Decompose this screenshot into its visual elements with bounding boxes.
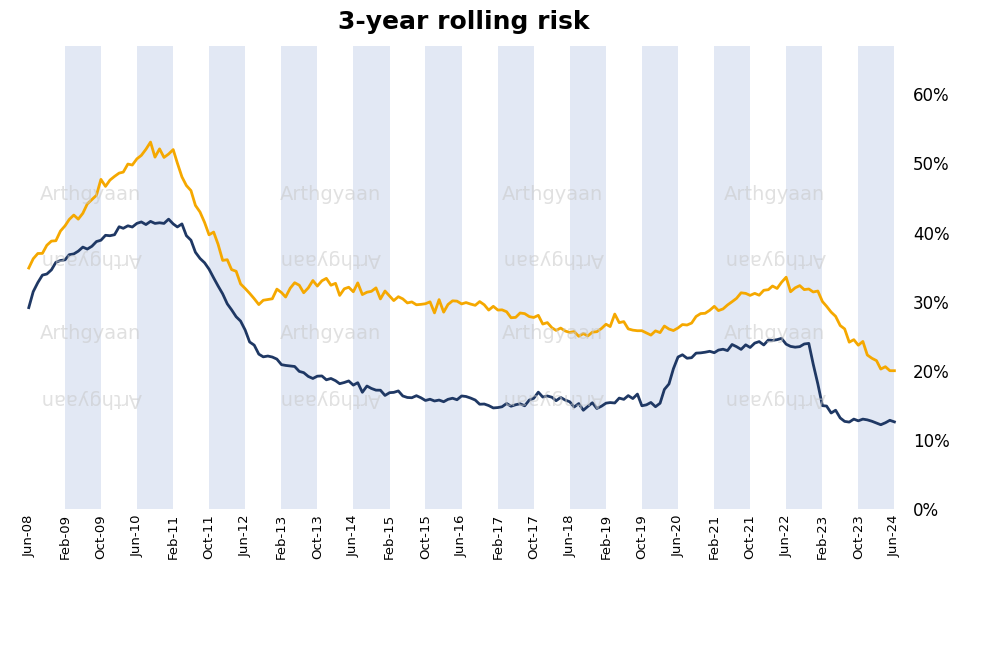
Text: Arthgyaan: Arthgyaan bbox=[724, 249, 824, 268]
Title: 3-year rolling risk: 3-year rolling risk bbox=[338, 10, 589, 34]
Text: Arthgyaan: Arthgyaan bbox=[502, 389, 602, 407]
Bar bbox=[425, 46, 461, 509]
Text: Arthgyaan: Arthgyaan bbox=[724, 389, 824, 407]
Text: Arthgyaan: Arthgyaan bbox=[502, 249, 602, 268]
Text: Arthgyaan: Arthgyaan bbox=[724, 324, 824, 343]
Text: Arthgyaan: Arthgyaan bbox=[40, 389, 141, 407]
Bar bbox=[785, 46, 821, 509]
Text: Arthgyaan: Arthgyaan bbox=[724, 185, 824, 204]
Text: Arthgyaan: Arthgyaan bbox=[40, 249, 141, 268]
Bar bbox=[858, 46, 893, 509]
Bar bbox=[641, 46, 677, 509]
Text: Arthgyaan: Arthgyaan bbox=[502, 185, 602, 204]
Bar bbox=[209, 46, 245, 509]
Text: Arthgyaan: Arthgyaan bbox=[280, 324, 381, 343]
Bar bbox=[569, 46, 605, 509]
Bar bbox=[281, 46, 317, 509]
Bar bbox=[497, 46, 533, 509]
Bar bbox=[65, 46, 101, 509]
Bar bbox=[137, 46, 173, 509]
Bar bbox=[353, 46, 389, 509]
Text: Arthgyaan: Arthgyaan bbox=[280, 389, 381, 407]
Text: Arthgyaan: Arthgyaan bbox=[40, 324, 141, 343]
Bar bbox=[714, 46, 749, 509]
Text: Arthgyaan: Arthgyaan bbox=[280, 249, 381, 268]
Text: Arthgyaan: Arthgyaan bbox=[280, 185, 381, 204]
Text: Arthgyaan: Arthgyaan bbox=[40, 185, 141, 204]
Text: Arthgyaan: Arthgyaan bbox=[502, 324, 602, 343]
